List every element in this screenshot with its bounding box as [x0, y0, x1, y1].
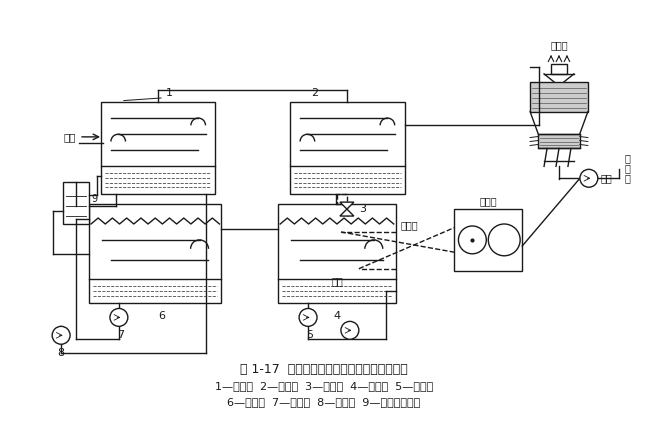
Text: 冷媒水: 冷媒水 — [400, 220, 419, 230]
Text: 5: 5 — [306, 330, 313, 340]
Text: 蒸汽: 蒸汽 — [64, 132, 76, 142]
Text: 水泵: 水泵 — [332, 277, 344, 287]
Circle shape — [299, 309, 317, 326]
Bar — [290, 102, 405, 194]
Text: 冷风机: 冷风机 — [480, 196, 497, 206]
Text: 冷: 冷 — [625, 153, 631, 163]
Text: 1: 1 — [166, 88, 173, 98]
Bar — [278, 204, 396, 303]
Text: 3: 3 — [359, 204, 366, 214]
Text: 6: 6 — [158, 311, 165, 322]
Text: 9: 9 — [91, 194, 97, 204]
Bar — [538, 133, 580, 149]
Text: 1—发生器  2—冷凝器  3—节流阀  4—蒸发器  5—蒸发泵: 1—发生器 2—冷凝器 3—节流阀 4—蒸发器 5—蒸发泵 — [215, 381, 433, 391]
Bar — [454, 209, 522, 271]
Text: 7: 7 — [117, 330, 125, 340]
Text: 图 1-17  单效溴化锂吸收式制冷机的工作原理: 图 1-17 单效溴化锂吸收式制冷机的工作原理 — [240, 363, 408, 376]
Text: 2: 2 — [312, 88, 319, 98]
Bar — [530, 82, 588, 112]
Circle shape — [52, 326, 70, 344]
Text: 6—吸收器  7—吸收泵  8—发生泵  9—溶液热交换器: 6—吸收器 7—吸收泵 8—发生泵 9—溶液热交换器 — [227, 397, 421, 407]
Bar — [551, 64, 567, 74]
Text: 冷却塔: 冷却塔 — [550, 40, 568, 50]
Text: 4: 4 — [334, 311, 341, 322]
Circle shape — [110, 309, 128, 326]
Circle shape — [341, 322, 359, 339]
Text: 8: 8 — [58, 348, 65, 358]
Polygon shape — [340, 209, 354, 216]
Circle shape — [580, 169, 598, 187]
Polygon shape — [340, 202, 354, 209]
Text: 水泵: 水泵 — [601, 173, 613, 183]
Text: 水: 水 — [625, 173, 631, 183]
Bar — [63, 182, 89, 224]
Bar — [101, 102, 215, 194]
Bar — [89, 204, 221, 303]
Text: 却: 却 — [625, 163, 631, 173]
